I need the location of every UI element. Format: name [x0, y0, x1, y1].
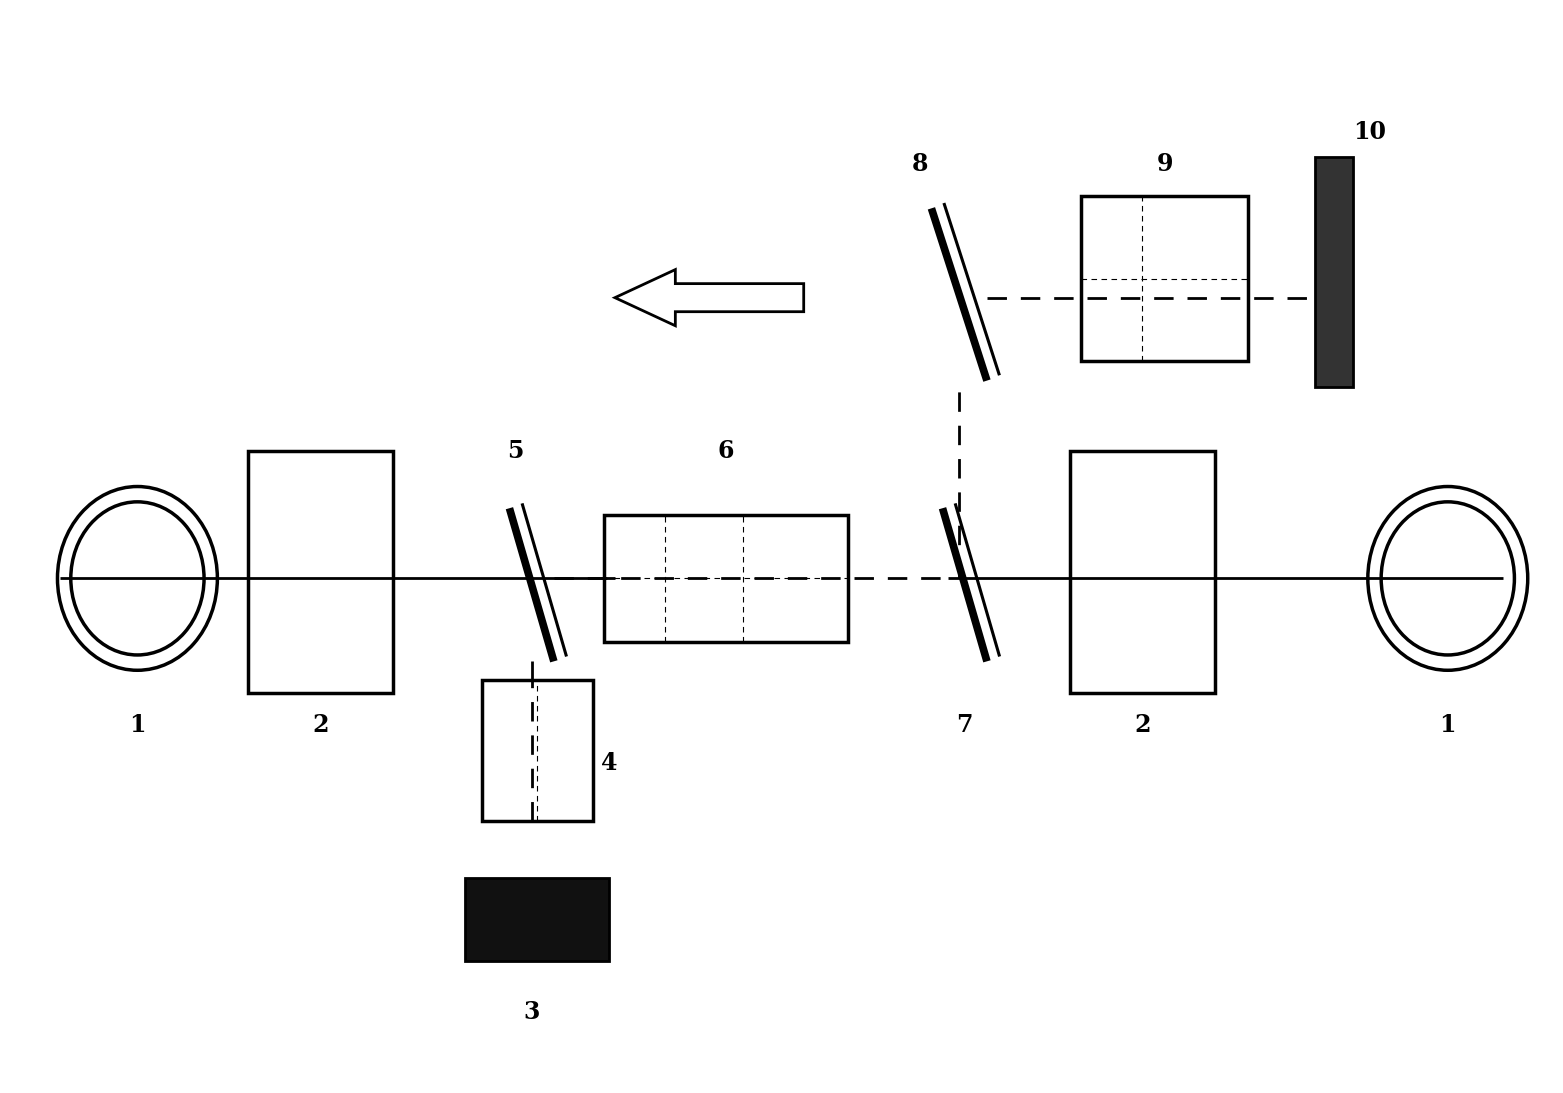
Bar — [603, 515, 849, 643]
Text: 6: 6 — [717, 438, 735, 462]
Bar — [1314, 157, 1354, 387]
Text: 8: 8 — [913, 152, 928, 176]
Bar — [1082, 196, 1247, 362]
Text: 3: 3 — [524, 1000, 539, 1024]
Bar — [249, 450, 392, 693]
Text: 1: 1 — [130, 713, 145, 737]
Text: 7: 7 — [957, 713, 974, 737]
Bar — [1071, 450, 1214, 693]
Text: 5: 5 — [506, 438, 524, 462]
Text: 9: 9 — [1157, 152, 1172, 176]
Text: 1: 1 — [1440, 713, 1457, 737]
Text: 2: 2 — [1135, 713, 1150, 737]
Text: 10: 10 — [1354, 120, 1386, 144]
Text: 4: 4 — [602, 751, 617, 775]
Bar — [481, 681, 592, 821]
Bar — [466, 879, 610, 961]
Text: 2: 2 — [313, 713, 328, 737]
